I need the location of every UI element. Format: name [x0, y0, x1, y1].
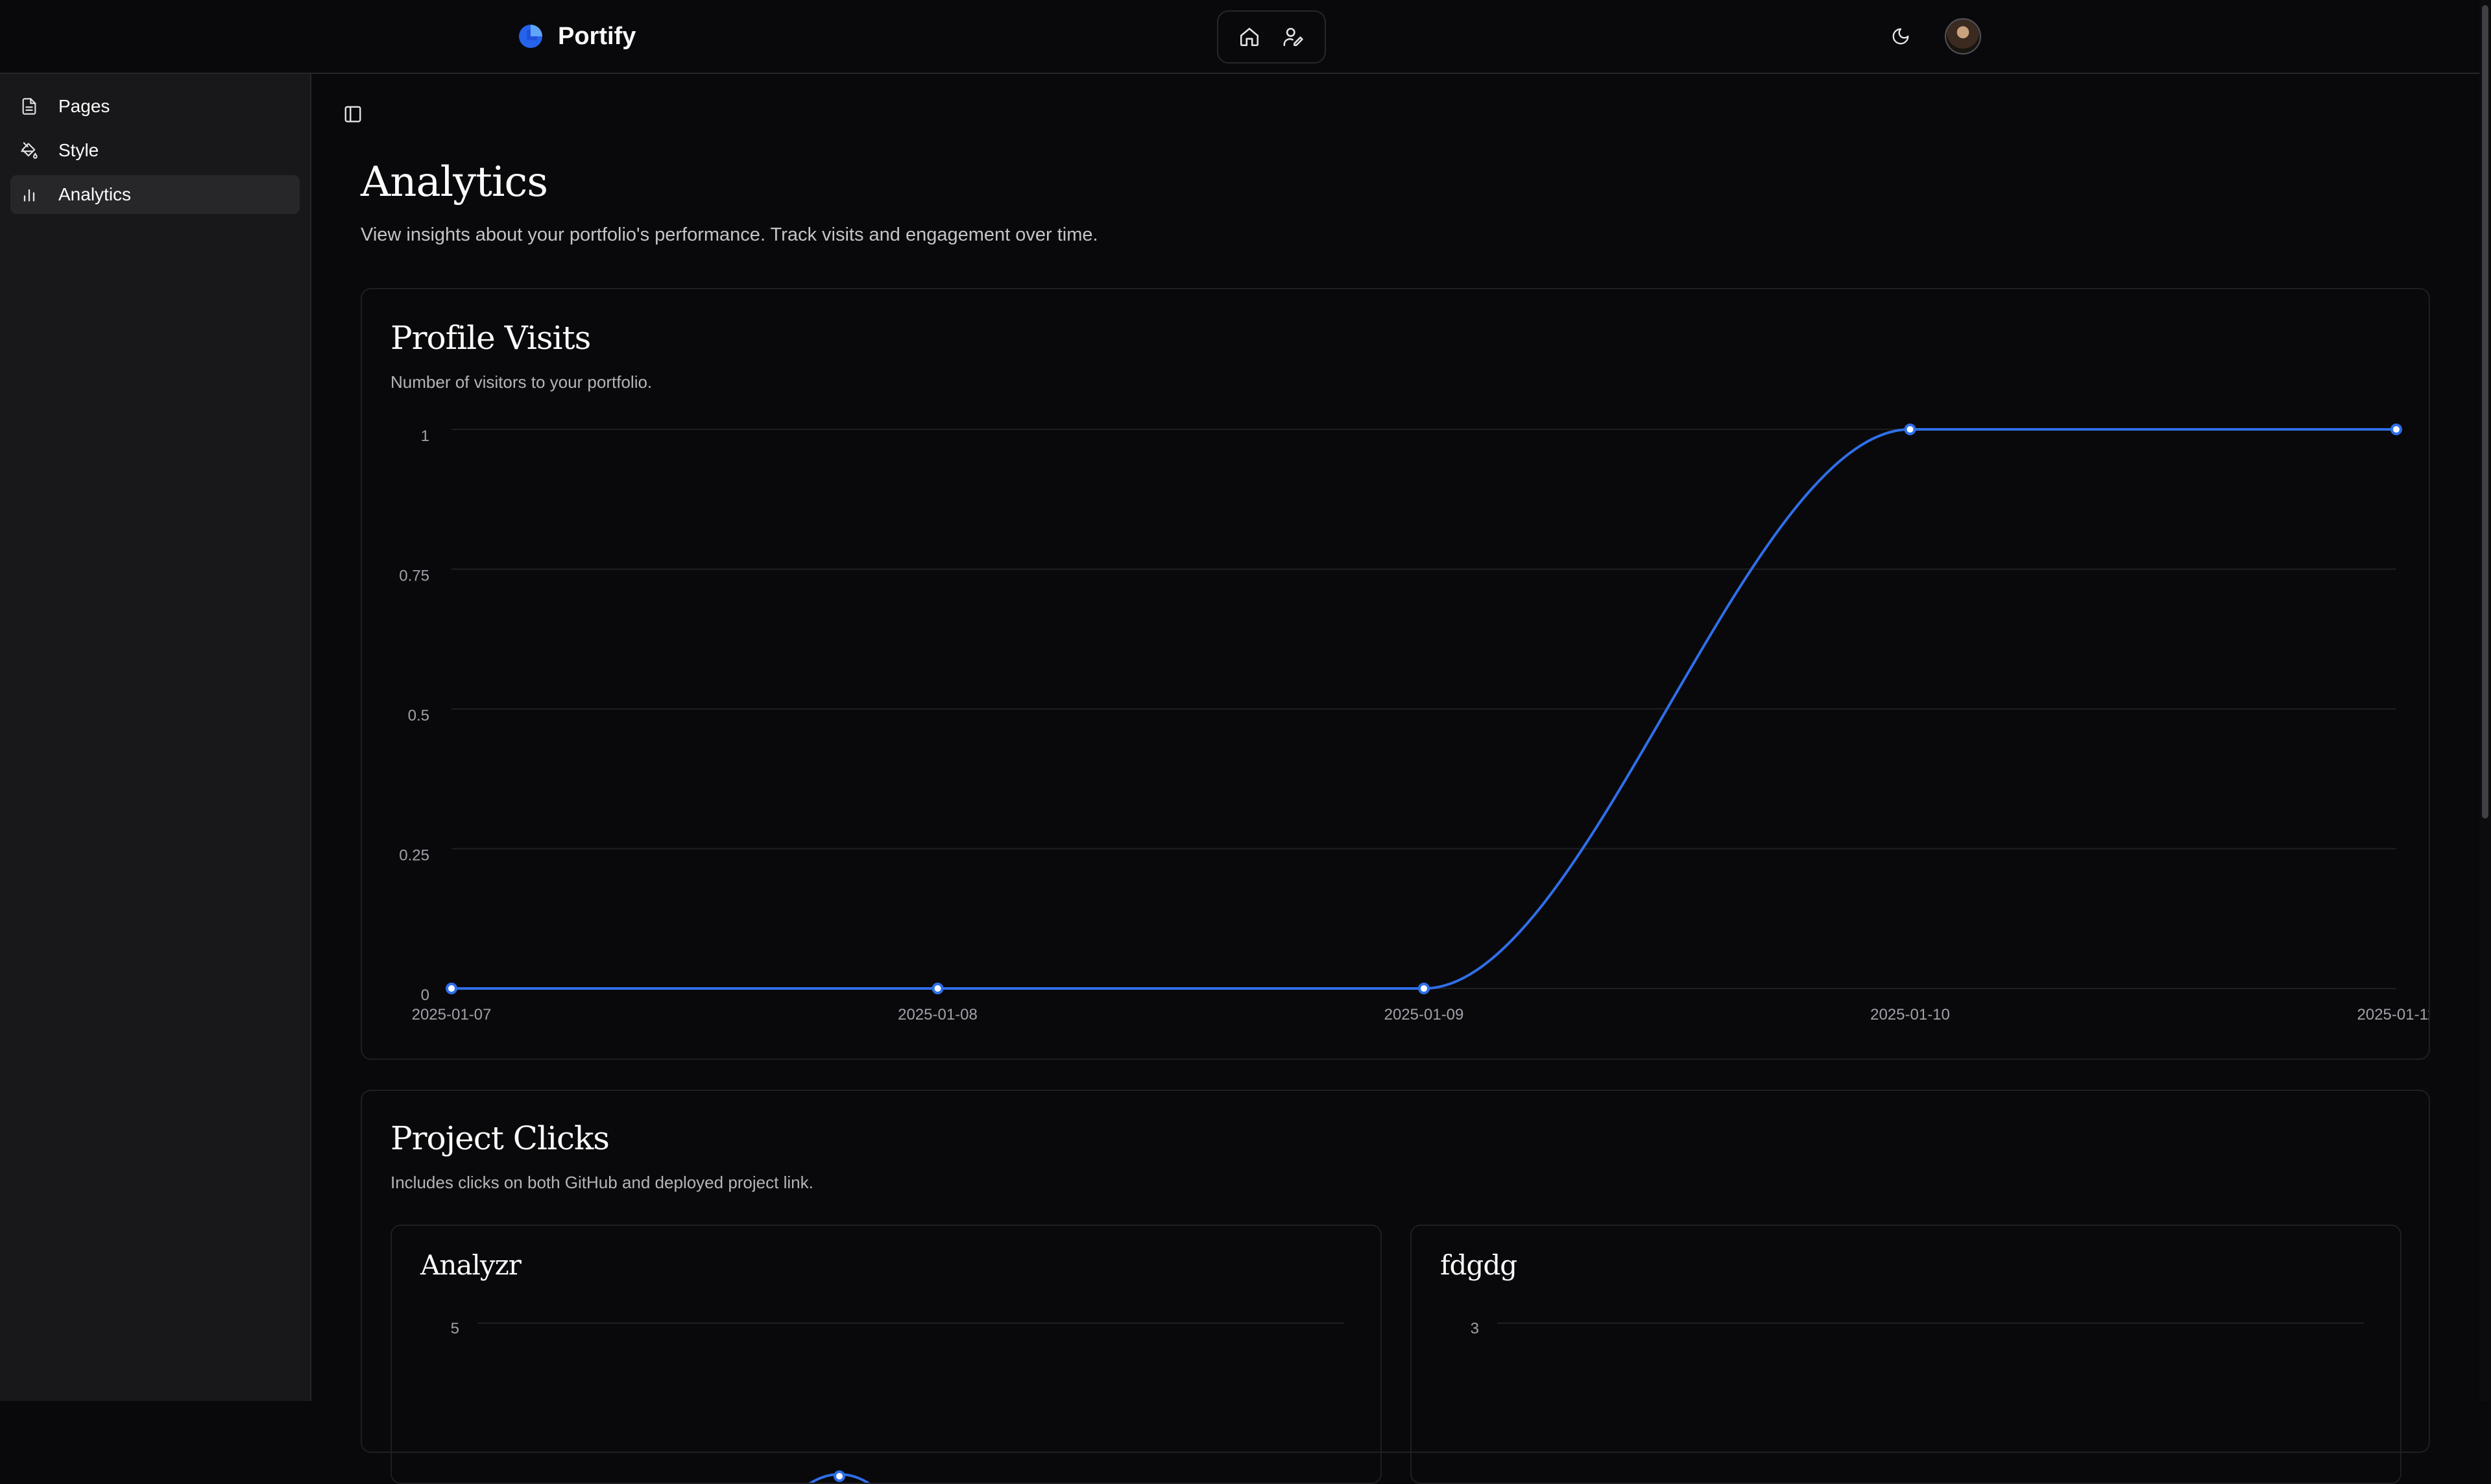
scrollbar-thumb[interactable]	[2482, 5, 2488, 819]
y-tick-label: 5	[451, 1320, 459, 1337]
card-description: Includes clicks on both GitHub and deplo…	[391, 1173, 813, 1192]
page-title: Analytics	[361, 158, 548, 206]
profile-visits-card: Profile Visits Number of visitors to you…	[361, 288, 2430, 1060]
bar-chart-icon	[19, 185, 39, 204]
portify-logo-icon	[519, 25, 542, 48]
data-point	[446, 983, 457, 994]
sidebar-item-label: Pages	[58, 96, 110, 116]
y-tick-label: 0	[421, 987, 429, 1004]
project-card-analyzr: Analyzr 5	[391, 1225, 1382, 1484]
profile-edit-button[interactable]	[1275, 19, 1312, 55]
card-description: Number of visitors to your portfolio.	[391, 372, 653, 392]
panel-left-icon	[344, 106, 361, 123]
project-title: Analyzr	[420, 1249, 522, 1281]
series-line	[451, 428, 2396, 990]
data-point	[1418, 983, 1430, 994]
brand[interactable]: Portify	[516, 22, 636, 51]
moon-icon	[1892, 28, 1909, 45]
top-nav	[1217, 10, 1326, 64]
y-tick-label: 3	[1471, 1320, 1479, 1337]
page-subtitle: View insights about your portfolio's per…	[361, 224, 1098, 245]
x-tick-label: 2025-01-10	[1870, 1006, 1950, 1023]
card-title: Project Clicks	[391, 1119, 610, 1157]
brand-name: Portify	[558, 22, 636, 50]
profile-visits-chart[interactable]: 0 0.25 0.5 0.75 1 2025-01-07 2025-01-08 2025-01…	[362, 289, 2429, 1059]
project-clicks-card: Project Clicks Includes clicks on both G…	[361, 1090, 2430, 1484]
theme-toggle-button[interactable]	[1883, 18, 1919, 54]
main-content: Analytics View insights about your portf…	[311, 74, 2479, 1484]
file-text-icon	[19, 97, 39, 116]
x-tick-label: 2025-01-08	[898, 1006, 978, 1023]
data-point	[2390, 424, 2402, 435]
x-tick-label: 2025-01-07	[412, 1006, 492, 1023]
analyzr-chart[interactable]: 5	[392, 1226, 1380, 1483]
x-tick-label: 2025-01-09	[1384, 1006, 1464, 1023]
top-bar: Portify	[0, 0, 2491, 74]
avatar[interactable]	[1945, 18, 1981, 54]
user-edit-icon	[1283, 27, 1303, 47]
data-point	[932, 983, 944, 994]
x-tick-label: 2025-01-11	[2357, 1006, 2429, 1023]
project-title: fdgdg	[1440, 1249, 1517, 1281]
y-tick-label: 0.25	[399, 847, 429, 865]
paint-bucket-icon	[19, 141, 39, 160]
project-card-fdgdg: fdgdg 3	[1410, 1225, 2401, 1484]
data-point	[1904, 424, 1916, 435]
y-tick-label: 0.75	[399, 568, 429, 585]
sidebar-item-style[interactable]: Style	[10, 131, 300, 170]
data-point	[834, 1470, 845, 1482]
sidebar: Pages Style Analytics	[0, 74, 311, 1401]
sidebar-item-pages[interactable]: Pages	[10, 87, 300, 126]
home-icon	[1240, 27, 1259, 47]
y-tick-label: 1	[421, 427, 429, 445]
sidebar-item-analytics[interactable]: Analytics	[10, 175, 300, 214]
sidebar-toggle-button[interactable]	[340, 101, 366, 127]
sidebar-item-label: Analytics	[58, 184, 132, 204]
home-button[interactable]	[1231, 19, 1268, 55]
fdgdg-chart[interactable]: 3	[1412, 1226, 2400, 1483]
card-title: Profile Visits	[391, 319, 591, 357]
sidebar-item-label: Style	[58, 140, 99, 160]
y-tick-label: 0.5	[408, 707, 429, 724]
